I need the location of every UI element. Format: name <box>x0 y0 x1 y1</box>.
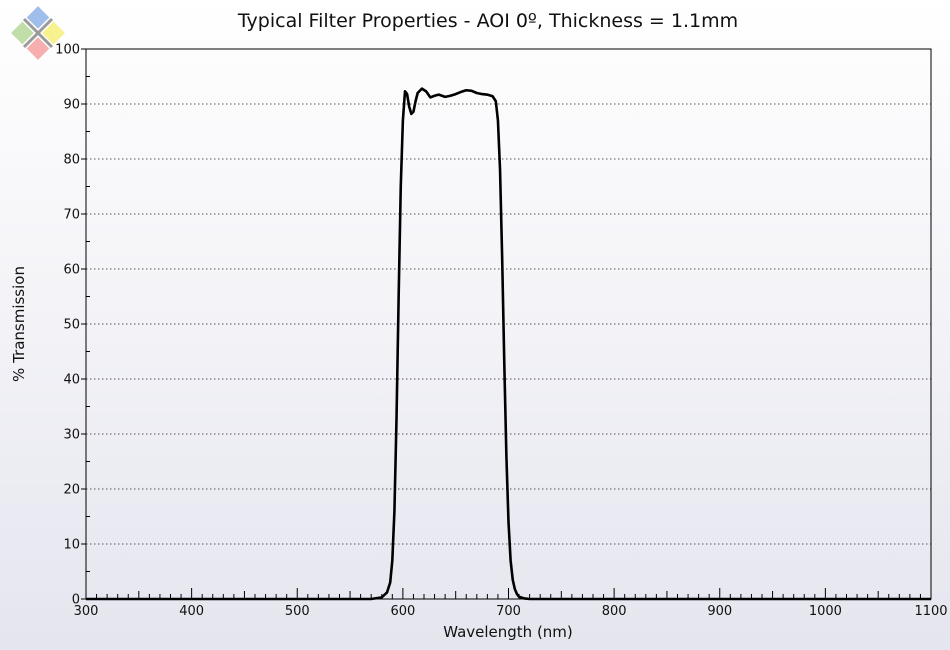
x-tick-label: 400 <box>179 604 204 619</box>
y-tick-label: 80 <box>63 153 80 168</box>
x-tick-label: 700 <box>496 604 521 619</box>
x-tick-label: 600 <box>390 604 415 619</box>
gridlines <box>86 103 931 545</box>
y-tick-label: 60 <box>63 263 80 278</box>
x-tick-label: 900 <box>707 604 732 619</box>
transmission-series-line <box>86 87 931 601</box>
y-tick-label: 100 <box>55 43 80 58</box>
y-tick-label: 40 <box>63 373 80 388</box>
y-tick-label: 0 <box>72 593 80 608</box>
x-tick-label: 500 <box>285 604 310 619</box>
y-axis-label: % Transmission <box>10 266 28 382</box>
y-tick-label: 50 <box>63 318 80 333</box>
x-tick-label: 300 <box>74 604 99 619</box>
x-tick-label: 1000 <box>809 604 842 619</box>
y-tick-label: 30 <box>63 428 80 443</box>
x-tick-label: 800 <box>602 604 627 619</box>
x-axis-label: Wavelength (nm) <box>443 623 573 641</box>
chart-title: Typical Filter Properties - AOI 0º, Thic… <box>237 10 738 32</box>
x-tick-label: 1100 <box>914 604 947 619</box>
tick-labels: 0 10 20 30 40 50 60 70 80 90 100 300 400 500 600 700 800… <box>55 43 947 620</box>
y-tick-label: 20 <box>63 483 80 498</box>
y-tick-label: 90 <box>63 98 80 113</box>
y-tick-label: 10 <box>63 538 80 553</box>
plot-area-frame <box>85 48 932 600</box>
y-tick-label: 70 <box>63 208 80 223</box>
